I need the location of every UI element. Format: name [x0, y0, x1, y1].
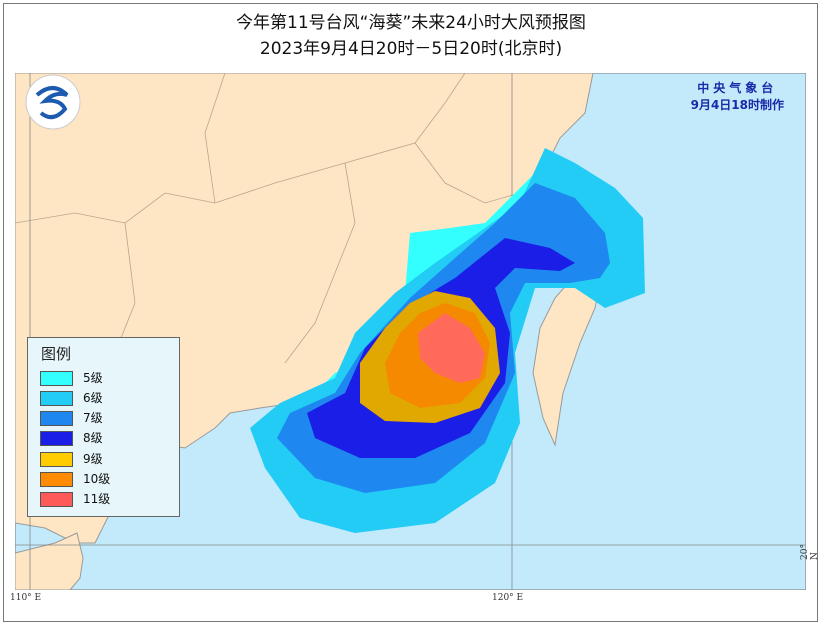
- agency-name: 中央气象台: [697, 81, 778, 95]
- legend-swatch: [40, 472, 73, 487]
- legend-swatch: [40, 431, 73, 446]
- wind-zones: [250, 148, 645, 533]
- map-title: 今年第11号台风“海葵”未来24小时大风预报图: [236, 13, 586, 33]
- legend-item: 7级: [40, 409, 175, 429]
- legend-swatch: [40, 391, 73, 406]
- legend-label: 10级: [83, 472, 111, 486]
- legend-label: 5级: [83, 371, 103, 385]
- issuer-block: 中央气象台 9月4日18时制作: [691, 80, 784, 114]
- lon-label-110: 110° E: [10, 593, 42, 603]
- legend-label: 8级: [83, 431, 103, 445]
- legend-label: 9级: [83, 452, 103, 466]
- legend-label: 6级: [83, 391, 103, 405]
- legend-swatch: [40, 411, 73, 426]
- legend-label: 11级: [83, 492, 111, 506]
- hainan-island: [15, 532, 84, 590]
- legend-swatch: [40, 452, 73, 467]
- legend-item: 5级: [40, 369, 175, 389]
- logo-cma: [25, 74, 81, 130]
- legend-swatch: [40, 371, 73, 386]
- legend-title: 图例: [41, 345, 72, 363]
- legend-label: 7级: [83, 411, 103, 425]
- wind-zone-11: [418, 313, 485, 383]
- legend-item: 11级: [40, 490, 175, 510]
- legend-item: 6级: [40, 389, 175, 409]
- legend-item: 9级: [40, 450, 175, 470]
- legend-swatch: [40, 492, 73, 507]
- lat-label-20: 20° N: [800, 544, 820, 560]
- lon-label-120: 120° E: [492, 593, 524, 603]
- legend-item: 10级: [40, 470, 175, 490]
- issue-time: 9月4日18时制作: [690, 98, 784, 112]
- map-subtitle: 2023年9月4日20时－5日20时(北京时): [259, 39, 563, 59]
- legend: 图例 5级 6级 7级 8级 9级 10级 11级: [27, 337, 180, 517]
- legend-item: 8级: [40, 429, 175, 449]
